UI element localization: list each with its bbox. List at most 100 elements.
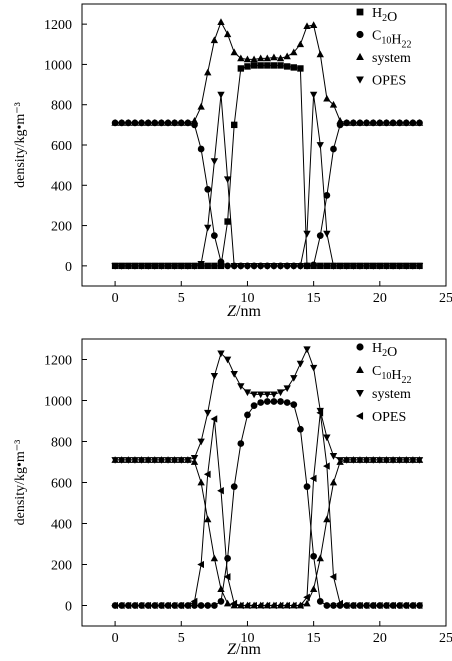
data-point xyxy=(263,262,271,270)
data-point xyxy=(415,119,424,126)
data-point xyxy=(297,65,304,72)
data-point xyxy=(303,346,311,354)
data-point xyxy=(369,601,377,610)
data-point xyxy=(336,457,344,464)
data-point xyxy=(124,457,133,464)
data-point xyxy=(204,602,212,609)
y-tick-label: 0 xyxy=(65,600,72,615)
data-point xyxy=(290,401,298,408)
data-point xyxy=(117,601,125,610)
data-point xyxy=(217,350,225,358)
series-2 xyxy=(111,456,424,609)
data-point xyxy=(137,262,146,270)
legend-marker xyxy=(356,8,364,16)
data-point xyxy=(296,360,305,368)
legend-entry: OPES xyxy=(372,410,406,425)
data-point xyxy=(244,63,251,70)
x-tick-label: 20 xyxy=(373,631,387,646)
data-point xyxy=(270,391,278,399)
series-line xyxy=(115,122,420,267)
data-point xyxy=(330,145,337,153)
y-tick-label: 600 xyxy=(51,477,72,492)
data-point xyxy=(164,119,172,126)
data-point xyxy=(243,55,252,63)
data-point xyxy=(376,457,384,464)
legend-entry: OPES xyxy=(372,74,406,89)
data-point xyxy=(296,262,305,270)
data-point xyxy=(349,262,358,270)
data-point xyxy=(237,54,245,62)
x-tick-label: 5 xyxy=(178,631,185,646)
series-2 xyxy=(111,119,423,270)
x-tick-label: 25 xyxy=(439,291,452,306)
data-point xyxy=(389,601,396,610)
chart-panel-2: 0 5 10 15 20 25 0 200 400 600 800 1000 1200 Z/nm densi… xyxy=(13,338,452,658)
data-point xyxy=(317,262,324,270)
data-point xyxy=(144,119,152,126)
data-point xyxy=(236,601,244,610)
data-point xyxy=(204,262,211,270)
data-point xyxy=(309,585,318,592)
data-point xyxy=(349,457,358,464)
data-point xyxy=(356,262,364,270)
data-point xyxy=(170,601,178,610)
data-point xyxy=(303,599,311,607)
data-point xyxy=(204,68,212,76)
data-point xyxy=(389,262,397,270)
data-point xyxy=(330,602,337,609)
data-point xyxy=(224,218,231,225)
data-point xyxy=(323,602,331,609)
data-point xyxy=(118,457,126,464)
data-point xyxy=(243,262,252,270)
x-tick-label: 15 xyxy=(307,631,321,646)
data-point xyxy=(223,356,232,364)
data-point xyxy=(164,262,172,270)
data-point xyxy=(131,457,139,464)
y-tick-label: 400 xyxy=(51,179,72,194)
data-point xyxy=(118,262,126,270)
data-point xyxy=(323,434,331,442)
data-point xyxy=(237,440,245,447)
data-point xyxy=(197,560,205,569)
series-3 xyxy=(111,346,424,464)
data-point xyxy=(369,457,377,464)
data-point xyxy=(310,261,317,269)
data-point xyxy=(243,601,251,610)
x-tick-label: 5 xyxy=(178,291,185,306)
data-point xyxy=(402,601,410,610)
data-point xyxy=(316,409,324,417)
data-point xyxy=(276,389,285,397)
legend-marker xyxy=(356,52,364,61)
data-point xyxy=(283,262,291,270)
data-point xyxy=(250,402,258,409)
data-point xyxy=(151,119,159,126)
series-3 xyxy=(111,18,424,126)
data-point xyxy=(151,457,159,464)
data-point xyxy=(237,65,245,72)
data-point xyxy=(375,601,383,610)
data-point xyxy=(217,91,225,99)
series-line xyxy=(115,412,420,606)
data-point xyxy=(329,100,338,108)
data-point xyxy=(210,415,218,423)
series-line xyxy=(115,401,420,606)
data-point xyxy=(329,452,338,460)
data-point xyxy=(137,601,145,610)
data-point xyxy=(184,262,192,270)
data-point xyxy=(243,389,252,397)
data-point xyxy=(303,230,311,238)
data-point xyxy=(230,483,238,490)
data-point xyxy=(170,457,179,464)
data-point xyxy=(415,457,424,464)
data-point xyxy=(289,601,297,610)
data-point xyxy=(402,457,410,464)
x-tick-label: 0 xyxy=(112,291,119,306)
data-point xyxy=(283,385,291,393)
data-point xyxy=(356,601,363,610)
data-point xyxy=(177,457,185,464)
data-point xyxy=(197,602,205,609)
data-point xyxy=(263,54,271,62)
data-point xyxy=(224,262,231,270)
